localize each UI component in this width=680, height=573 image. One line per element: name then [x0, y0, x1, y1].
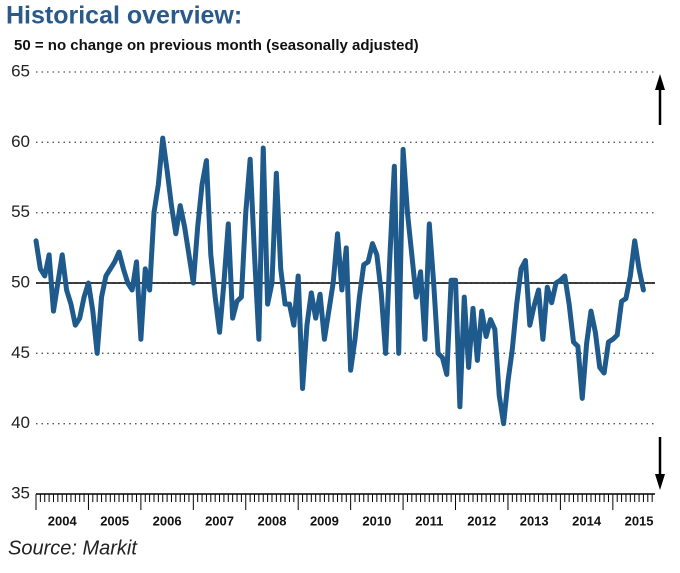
- data-line: [33, 135, 646, 427]
- y-tick-label: 60: [11, 132, 30, 151]
- down-arrow: [655, 437, 665, 490]
- x-tick-label: 2014: [572, 513, 602, 528]
- x-tick-label: 2015: [625, 513, 654, 528]
- chart-subtitle: 50 = no change on previous month (season…: [14, 37, 419, 54]
- y-tick-label: 65: [11, 61, 30, 80]
- y-tick-label: 45: [11, 343, 30, 362]
- y-tick-label: 35: [11, 483, 30, 502]
- y-tick-label: 40: [11, 413, 30, 432]
- source: Source: Markit: [8, 537, 138, 559]
- x-tick-label: 2006: [153, 513, 182, 528]
- y-tick-label: 55: [11, 202, 30, 221]
- x-tick-label: 2007: [205, 513, 234, 528]
- x-tick-label: 2004: [48, 513, 78, 528]
- x-tick-label: 2011: [415, 513, 443, 528]
- x-tick-label: 2009: [310, 513, 339, 528]
- x-tick-label: 2005: [100, 513, 129, 528]
- chart-title: Historical overview:: [6, 2, 242, 30]
- x-tick-label: 2010: [362, 513, 391, 528]
- x-tick-label: 2012: [467, 513, 496, 528]
- y-tick-label: 50: [11, 272, 30, 291]
- x-tick-label: 2013: [520, 513, 549, 528]
- up-arrow: [655, 74, 665, 125]
- x-tick-label: 2008: [258, 513, 287, 528]
